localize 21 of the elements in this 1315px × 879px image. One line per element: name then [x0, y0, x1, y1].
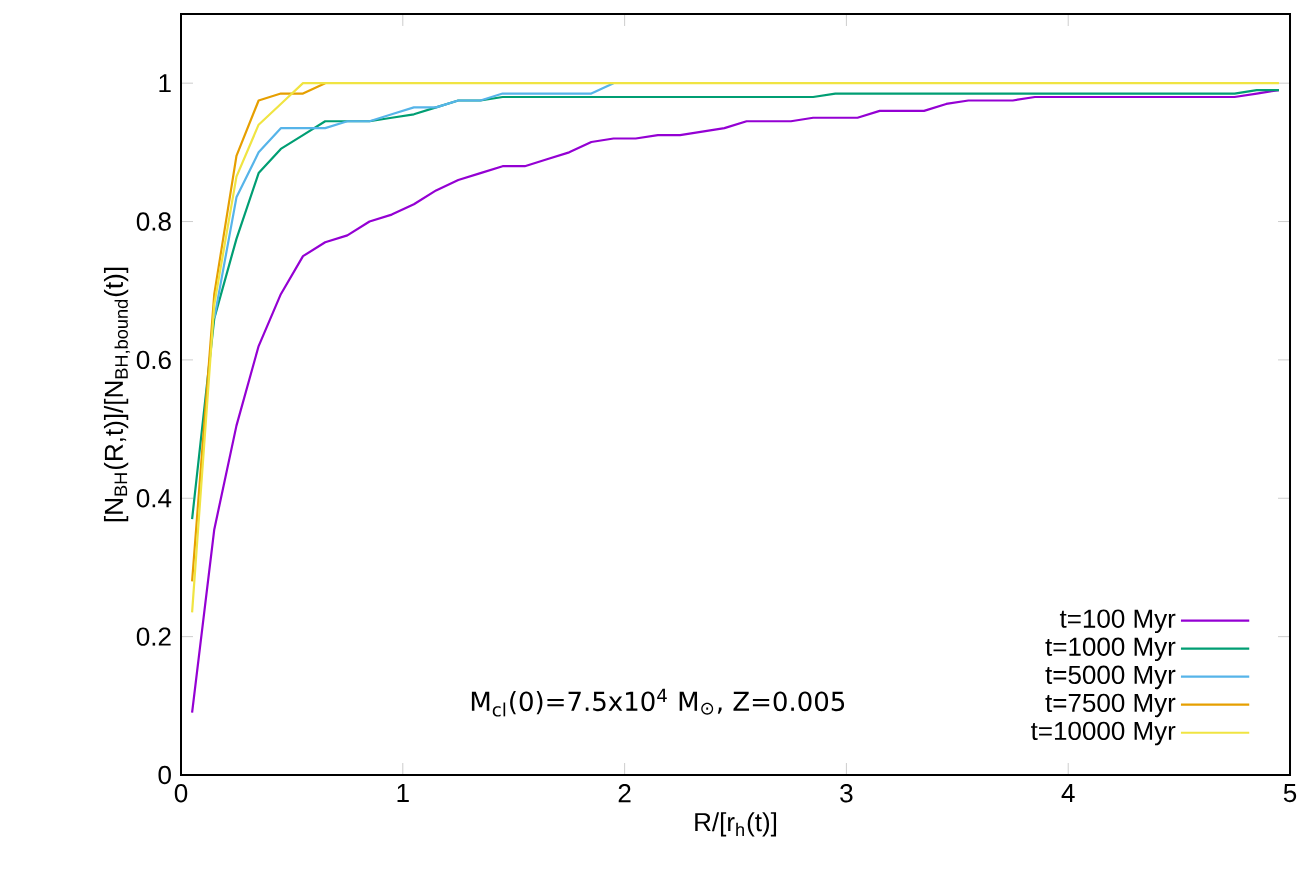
- legend-label: t=100 Myr: [1059, 609, 1176, 634]
- y-tick-label: 0.8: [136, 212, 171, 231]
- line-series: [191, 82, 327, 583]
- y-tick-label: 0: [158, 765, 171, 785]
- y-tick-label: 1: [159, 74, 171, 93]
- x-tick-label: 4: [1061, 784, 1075, 802]
- y-tick-label: 0.2: [136, 627, 171, 646]
- x-tick-label: 1: [397, 784, 409, 802]
- legend-label: t=1000 Myr: [1045, 637, 1176, 662]
- x-tick-label: 0: [174, 784, 188, 803]
- y-axis-title: [N$_{BH}$(R,t)]/[N$_{BH,bound}$(t)]: [103, 267, 131, 522]
- x-tick-label: 3: [840, 784, 853, 803]
- y-tick-label: 0.4: [136, 489, 172, 508]
- annotation: M$_{cl}$(0)=7.5x10$^{4}$ M$_{⊙}$, Z=0.005: [471, 688, 845, 717]
- x-tick-label: 5: [1283, 784, 1297, 803]
- x-tick-label: 2: [618, 784, 631, 803]
- legend-label: t=10000 Myr: [1031, 721, 1176, 746]
- y-tick-label: 0.6: [136, 350, 171, 370]
- legend-label: t=7500 Myr: [1045, 693, 1176, 718]
- x-axis-title: R/[r$_{h}$(t)]: [695, 812, 777, 837]
- legend-label: t=5000 Myr: [1045, 665, 1176, 690]
